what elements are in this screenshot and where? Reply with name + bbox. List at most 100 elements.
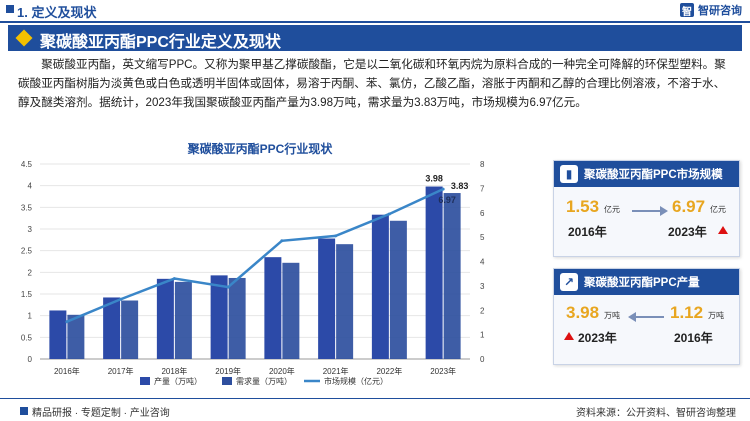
point-market-size — [226, 285, 230, 289]
legend-swatch-production — [140, 377, 150, 385]
y-left-tick-label: 4 — [28, 182, 33, 191]
legend-label-demand: 需求量（万吨） — [236, 376, 292, 386]
red-up-arrow-icon — [718, 226, 728, 234]
bar-demand — [174, 281, 192, 359]
bar-production — [425, 186, 443, 359]
page-title: 聚碳酸亚丙酯PPC行业定义及现状 — [40, 34, 281, 51]
arrow-right-icon — [632, 206, 668, 216]
card-title: 聚碳酸亚丙酯PPC市场规模 — [584, 169, 723, 181]
bar-demand — [121, 300, 139, 359]
section-square-icon — [6, 5, 14, 13]
output-right-year: 2016年 — [674, 331, 713, 345]
data-label-market-2023: 6.97 — [438, 195, 456, 205]
bar-production — [371, 214, 389, 359]
bar-production — [103, 297, 121, 359]
card-header: ↗ 聚碳酸亚丙酯PPC产量 — [554, 269, 739, 295]
point-market-size — [441, 187, 445, 191]
y-left-tick-label: 0.5 — [21, 333, 33, 342]
point-market-size — [387, 212, 391, 216]
arrow-left-icon — [628, 312, 664, 322]
combo-chart: 0 0.5 1 1.5 2 2.5 3 3.5 4 4.5 0 1 2 3 4 5 6 7 8 2016年 2017年 2… — [21, 160, 485, 386]
data-label-demand-2023: 3.83 — [451, 181, 469, 191]
market-left-year: 2016年 — [568, 225, 607, 239]
bar-demand — [228, 277, 246, 359]
bar-demand — [336, 244, 354, 359]
y-right-tick-label: 8 — [480, 160, 485, 169]
point-market-size — [119, 297, 123, 301]
footer-source: 资料来源：公开资料、智研咨询整理 — [576, 408, 736, 419]
y-left-tick-label: 1 — [28, 312, 33, 321]
x-tick-label: 2019年 — [215, 366, 241, 376]
header-rule — [0, 21, 750, 23]
card-header: ▮ 聚碳酸亚丙酯PPC市场规模 — [554, 161, 739, 187]
bar-demand — [282, 262, 300, 359]
y-left-tick-label: 2.5 — [21, 247, 33, 256]
x-tick-label: 2020年 — [269, 366, 295, 376]
y-right-tick-label: 6 — [480, 209, 485, 218]
y-left-tick-label: 4.5 — [21, 160, 33, 169]
bar-production — [318, 238, 336, 359]
bar-demand — [67, 314, 85, 359]
x-tick-label: 2016年 — [54, 366, 80, 376]
bar-production — [210, 275, 228, 359]
title-banner: 聚碳酸亚丙酯PPC行业定义及现状 — [8, 25, 742, 51]
red-up-arrow-icon — [564, 332, 574, 340]
y-right-tick-label: 1 — [480, 331, 485, 340]
output-right-unit: 万吨 — [708, 311, 724, 320]
output-card: ↗ 聚碳酸亚丙酯PPC产量 3.98 万吨 2023年 1.12 万吨 2016… — [553, 268, 740, 365]
brand-logo: 智 智研咨询 — [680, 2, 742, 18]
legend-label-production: 产量（万吨） — [154, 376, 202, 386]
market-left-value: 1.53 — [566, 197, 600, 216]
output-left-year: 2023年 — [578, 331, 617, 345]
chart-growth-icon: ↗ — [560, 273, 578, 291]
output-left-value: 3.98 — [566, 303, 600, 322]
x-tick-label: 2018年 — [161, 366, 187, 376]
legend-label-market-size: 市场规模（亿元） — [324, 376, 388, 386]
market-right-year: 2023年 — [668, 225, 707, 239]
y-left-tick-label: 3 — [28, 225, 33, 234]
diamond-icon — [15, 29, 33, 47]
y-right-tick-label: 4 — [480, 258, 485, 267]
bar-demand — [389, 220, 407, 359]
market-left-unit: 亿元 — [604, 205, 620, 214]
chart-bar-icon: ▮ — [560, 165, 578, 183]
y-right-tick-label: 0 — [480, 355, 485, 364]
market-right-unit: 亿元 — [710, 205, 726, 214]
bar-production — [264, 257, 282, 359]
line-market-size — [66, 187, 444, 323]
y-left-tick-label: 2 — [28, 268, 33, 277]
top-bar: 1. 定义及现状 智 智研咨询 — [0, 0, 750, 20]
x-tick-label: 2017年 — [108, 366, 134, 376]
bar-demand — [443, 193, 461, 359]
y-left-tick-label: 3.5 — [21, 203, 33, 212]
chart-title: 聚碳酸亚丙酯PPC行业现状 — [187, 142, 333, 156]
intro-paragraph: 聚碳酸亚丙酯，英文缩写PPC。又称为聚甲基乙撑碳酸酯，它是以二氧化碳和环氧丙烷为… — [18, 58, 726, 109]
card-title: 聚碳酸亚丙酯PPC产量 — [584, 277, 700, 289]
data-label-production-2023: 3.98 — [425, 174, 443, 184]
market-size-card: ▮ 聚碳酸亚丙酯PPC市场规模 1.53 亿元 2016年 6.97 亿元 20… — [553, 160, 740, 257]
section-title: 1. 定义及现状 — [17, 5, 97, 20]
x-tick-label: 2022年 — [376, 366, 402, 376]
brand-logo-text: 智研咨询 — [698, 5, 742, 17]
x-tick-label: 2023年 — [430, 366, 456, 376]
footer-square-icon — [20, 407, 28, 415]
point-market-size — [172, 277, 176, 281]
y-right-tick-label: 7 — [480, 184, 485, 193]
y-left-tick-label: 1.5 — [21, 290, 33, 299]
bar-production — [49, 310, 67, 359]
bar-production — [156, 278, 174, 359]
market-right-value: 6.97 — [672, 197, 706, 216]
point-market-size — [280, 239, 284, 243]
point-market-size — [65, 320, 69, 324]
y-left-tick-label: 0 — [28, 355, 33, 364]
legend-swatch-demand — [222, 377, 232, 385]
y-right-tick-label: 5 — [480, 233, 485, 242]
footer-tagline: 精品研报 · 专题定制 · 产业咨询 — [32, 408, 170, 419]
brand-logo-icon: 智 — [680, 3, 694, 18]
x-tick-label: 2021年 — [323, 366, 349, 376]
output-left-unit: 万吨 — [604, 311, 620, 320]
y-right-tick-label: 2 — [480, 306, 485, 315]
output-right-value: 1.12 — [670, 303, 704, 322]
point-market-size — [334, 234, 338, 238]
y-right-tick-label: 3 — [480, 282, 485, 291]
